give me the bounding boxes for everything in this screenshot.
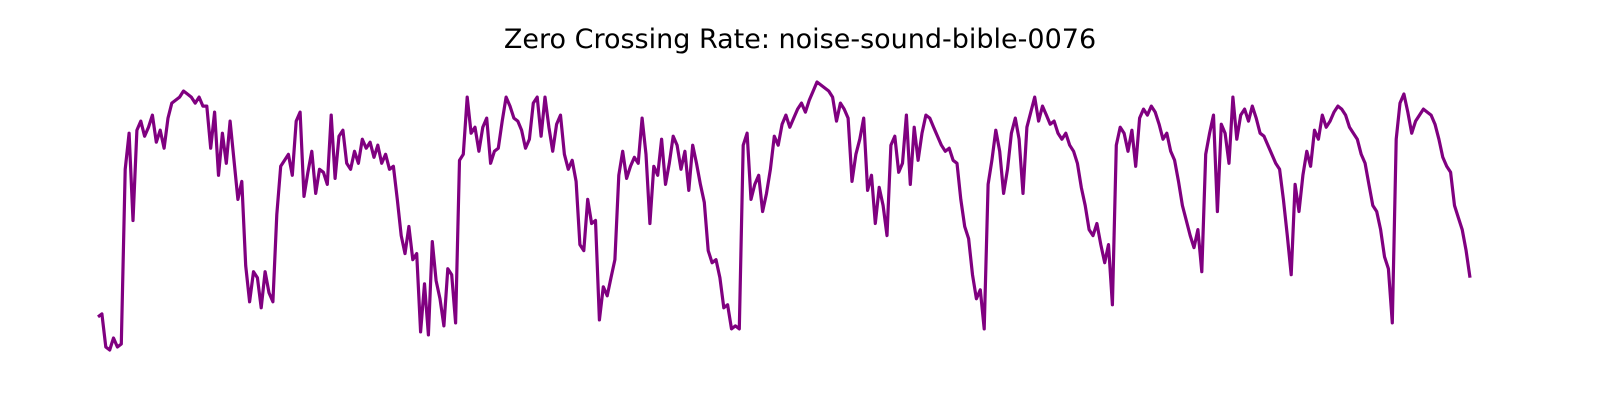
- zcr-line: [97, 80, 1472, 352]
- chart-title: Zero Crossing Rate: noise-sound-bible-00…: [503, 24, 1097, 55]
